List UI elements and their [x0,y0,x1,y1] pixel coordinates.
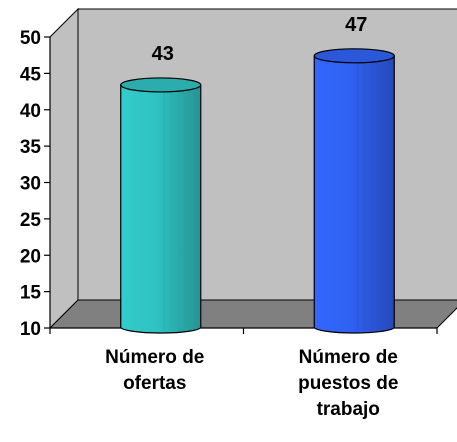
side-wall [49,7,79,330]
bar-body [313,55,395,334]
y-tick-label: 40 [20,101,41,122]
chart-frame [48,7,457,330]
bar-top [313,48,395,64]
y-tick-label: 20 [20,246,41,267]
data-label: 43 [152,43,174,65]
x-category-label-line: Número de [105,347,204,368]
y-tick-label: 50 [20,28,41,49]
bar-top [120,77,202,93]
y-tick-label: 35 [20,137,42,158]
x-category-label-line: puestos de [298,373,398,394]
y-tick-label: 45 [20,64,42,85]
x-category-label: Número de ofertas [105,347,204,394]
x-category-label-line: ofertas [123,373,186,394]
bars [120,48,395,334]
floor [48,299,457,329]
y-tick-label: 30 [20,174,41,195]
y-tick-label: 25 [20,210,42,231]
y-tick-label: 15 [20,283,42,304]
data-labels: 43 47 [152,14,368,65]
x-category-label-line: trabajo [317,399,380,420]
x-category-label-line: Número de [299,347,398,368]
y-tick-label: 10 [20,319,41,340]
data-label: 47 [345,14,367,36]
x-axis-labels: Número de ofertas Número de puestos de traba… [105,347,398,420]
x-category-label: Número de puestos de trabajo [298,347,398,420]
bar-body [120,84,202,334]
y-axis: 10 15 20 25 30 35 40 45 50 [20,28,438,340]
